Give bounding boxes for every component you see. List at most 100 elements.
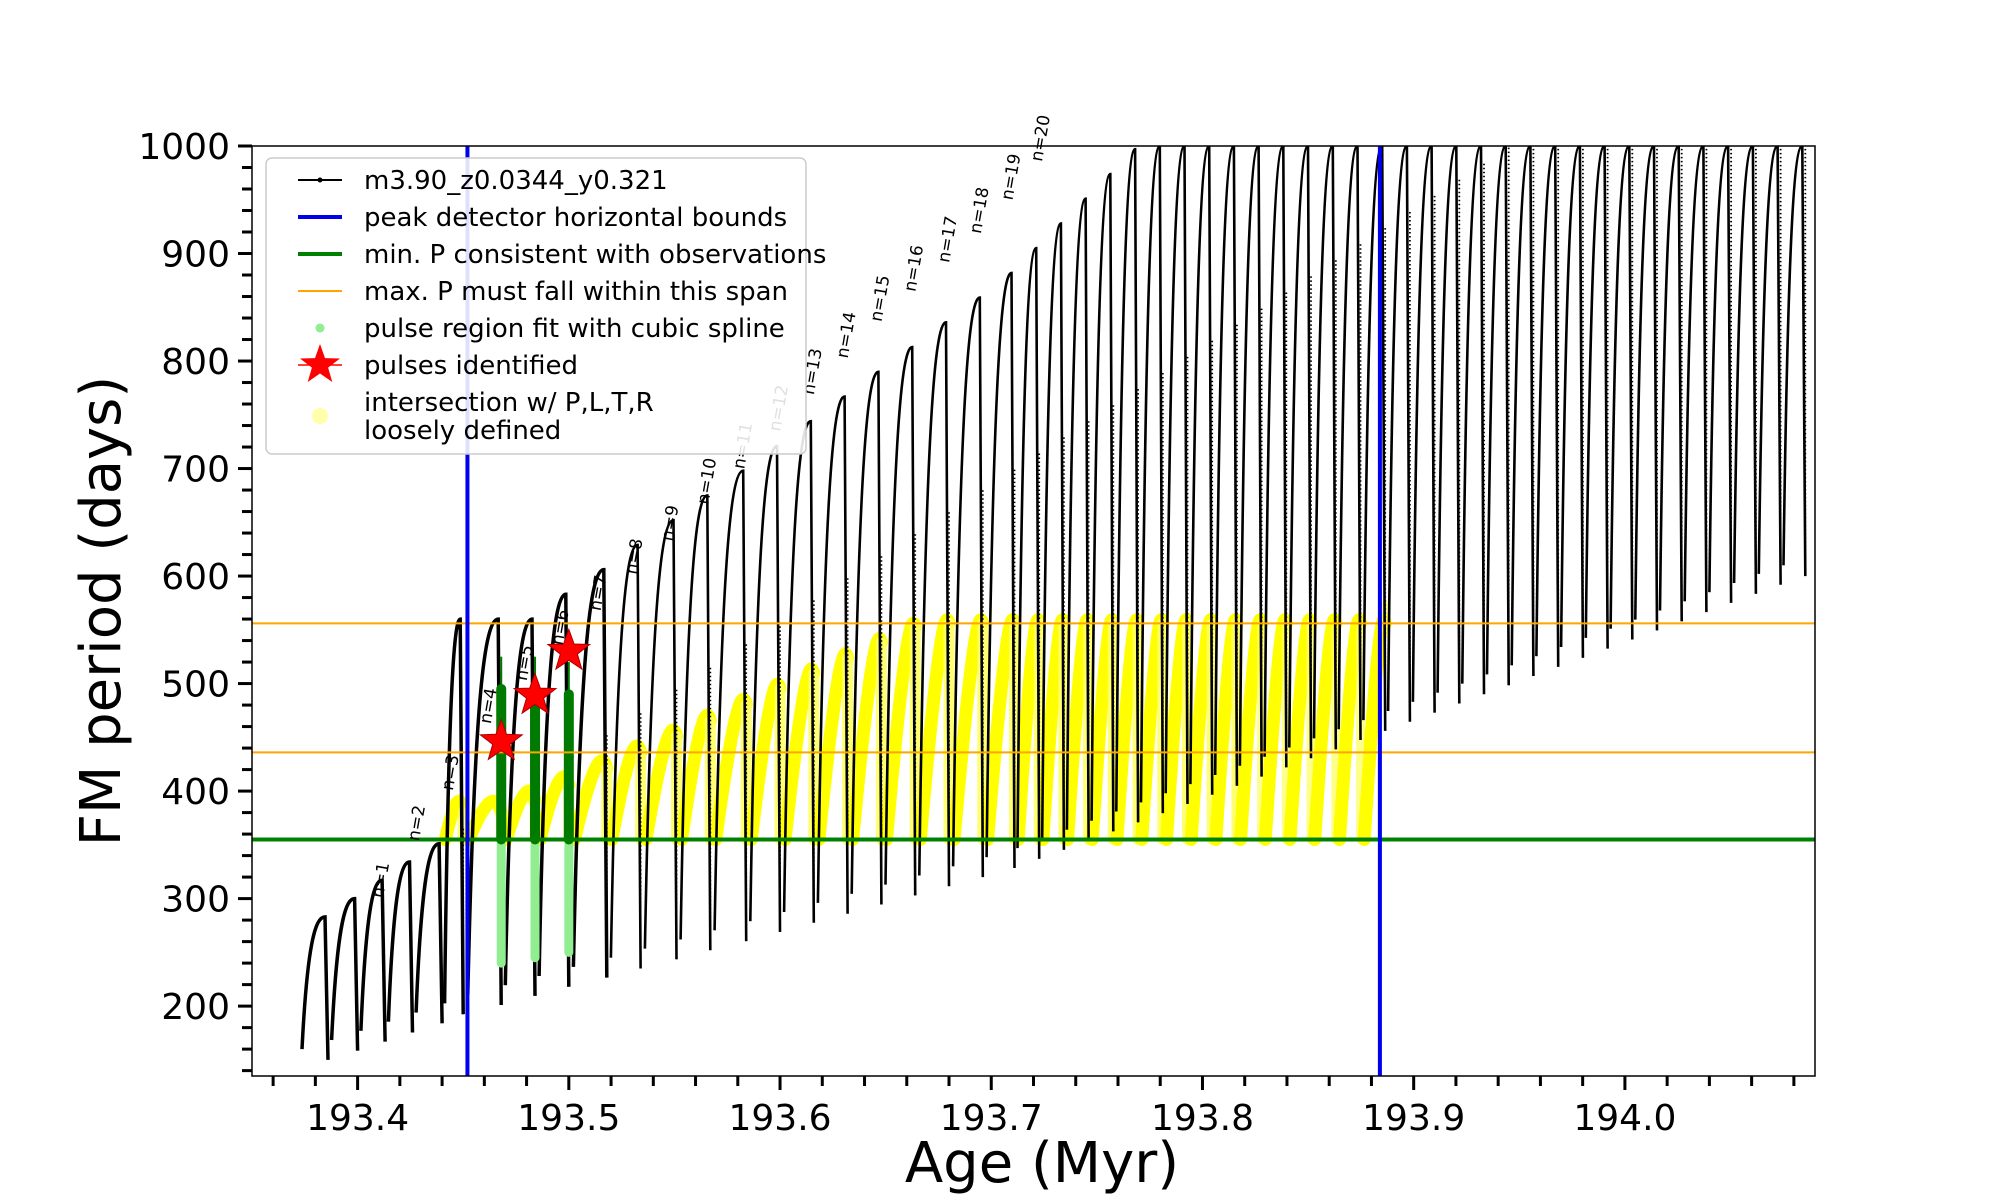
model-track-pulse xyxy=(1090,172,1115,832)
cubic-spline-series xyxy=(496,656,574,968)
model-track-pulse xyxy=(918,320,951,887)
x-tick-label: 194.0 xyxy=(1573,1098,1676,1139)
model-track-pulse xyxy=(1757,146,1782,585)
y-tick-label: 900 xyxy=(161,235,230,276)
model-track-pulse xyxy=(1411,146,1436,713)
legend-box xyxy=(265,157,807,455)
model-track-pulse xyxy=(1658,146,1683,622)
model-track-pulse xyxy=(782,419,816,923)
pulse-number-label: n=1 xyxy=(368,861,394,900)
model-track-pulse xyxy=(850,370,883,905)
model-track-pulse xyxy=(300,915,330,1060)
model-track-pulse xyxy=(1040,222,1066,850)
pulse-number-label: n=17 xyxy=(934,215,962,264)
model-track-pulse xyxy=(503,617,537,996)
legend-label: max. P must fall within this span xyxy=(364,277,788,307)
model-track-pulse xyxy=(537,592,571,987)
model-track-pulse xyxy=(1609,146,1634,640)
model-track-pulse xyxy=(951,296,985,878)
model-track-pulse xyxy=(329,896,360,1051)
legend-swatch xyxy=(315,323,325,333)
x-axis: 193.4 193.5 193.6 193.7 193.8 193.9 194.0 xyxy=(271,1076,1796,1139)
y-tick-label: 1000 xyxy=(138,127,230,168)
model-track-pulse xyxy=(1288,146,1313,759)
pulse-number-label: n=15 xyxy=(867,274,895,323)
model-track-pulse xyxy=(414,842,444,1024)
model-track-pulse xyxy=(1189,146,1214,795)
y-tick-label: 600 xyxy=(161,557,230,598)
model-track-pulse xyxy=(609,543,642,969)
legend-label: peak detector horizontal bounds xyxy=(364,203,787,233)
model-track-pulse xyxy=(1461,146,1486,695)
model-track-pulse xyxy=(1634,146,1659,631)
model-track-pulse xyxy=(1312,146,1338,750)
model-track-pulse xyxy=(1164,146,1189,805)
model-track-pulse xyxy=(359,878,387,1042)
model-track-pulse xyxy=(1535,146,1560,667)
pulse-number-label: n=16 xyxy=(900,244,928,293)
legend-label: min. P consistent with observations xyxy=(364,240,826,270)
pulse-number-label: n=20 xyxy=(1027,114,1055,163)
x-tick-label: 193.8 xyxy=(1151,1098,1254,1139)
model-track-pulse xyxy=(1436,146,1461,704)
pulse-number-label: n=18 xyxy=(966,186,994,235)
legend-label: pulses identified xyxy=(364,351,578,381)
pulse-number-label: n=19 xyxy=(998,152,1026,201)
x-tick-label: 193.7 xyxy=(940,1098,1043,1139)
model-track-pulse xyxy=(985,271,1016,869)
model-track-pulse xyxy=(386,860,415,1033)
model-track-pulse xyxy=(1683,146,1708,613)
x-tick-label: 193.5 xyxy=(517,1098,620,1139)
model-track-pulse xyxy=(884,345,917,896)
model-track-pulse xyxy=(442,617,465,1015)
pulse-star-n=6 xyxy=(546,627,592,671)
x-tick-label: 193.9 xyxy=(1362,1098,1465,1139)
pulse-number-label: n=2 xyxy=(404,804,430,843)
model-track-pulse xyxy=(1732,146,1758,594)
pulse-number-label: n=9 xyxy=(658,504,684,543)
x-tick-label: 193.6 xyxy=(729,1098,832,1139)
pulse-number-label: n=7 xyxy=(586,574,612,613)
model-track-pulse xyxy=(1782,146,1807,577)
model-track-pulse xyxy=(571,567,609,978)
pulses-identified-series xyxy=(478,627,592,761)
pulse-number-label: n=10 xyxy=(693,457,721,506)
x-tick-label: 193.4 xyxy=(306,1098,409,1139)
legend-swatch xyxy=(300,344,340,382)
pulse-star-n=4 xyxy=(478,718,524,761)
model-track-pulse xyxy=(1139,146,1165,814)
model-track-pulse xyxy=(816,395,849,914)
legend-label: intersection w/ P,L,T,R loosely defined xyxy=(364,388,654,446)
pulse-star-n=5 xyxy=(512,671,558,715)
model-track-pulse xyxy=(1485,146,1510,686)
y-tick-label: 300 xyxy=(161,880,230,921)
y-tick-label: 500 xyxy=(161,665,230,706)
model-track-pulse xyxy=(1708,146,1733,603)
y-axis-title: FM period (days) xyxy=(69,376,134,846)
model-track-pulse xyxy=(1386,146,1412,722)
legend-label: m3.90_z0.0344_y0.321 xyxy=(364,166,668,196)
model-track-pulse xyxy=(1510,146,1535,677)
model-track-pulse xyxy=(1584,146,1609,649)
model-track-pulse xyxy=(1016,246,1041,859)
model-track-pulse xyxy=(643,518,678,960)
x-axis-title: Age (Myr) xyxy=(905,1131,1179,1196)
model-track-pulse xyxy=(1115,147,1140,823)
y-tick-label: 800 xyxy=(161,342,230,383)
pulse-number-label: n=14 xyxy=(833,310,861,359)
intersection-arc xyxy=(1357,613,1392,846)
legend-label: pulse region fit with cubic spline xyxy=(364,314,785,344)
model-track-pulse xyxy=(1337,146,1362,741)
model-track-pulse xyxy=(466,617,503,1006)
legend-swatch-dot xyxy=(317,177,323,183)
model-track-pulse xyxy=(1065,197,1090,841)
legend-swatch xyxy=(312,408,328,424)
y-tick-label: 700 xyxy=(161,450,230,491)
model-track-pulse xyxy=(1213,146,1239,786)
y-tick-label: 200 xyxy=(161,987,230,1028)
model-track-pulse xyxy=(713,469,748,942)
model-track-pulse xyxy=(1263,146,1288,768)
model-track-pulse xyxy=(1559,146,1585,658)
